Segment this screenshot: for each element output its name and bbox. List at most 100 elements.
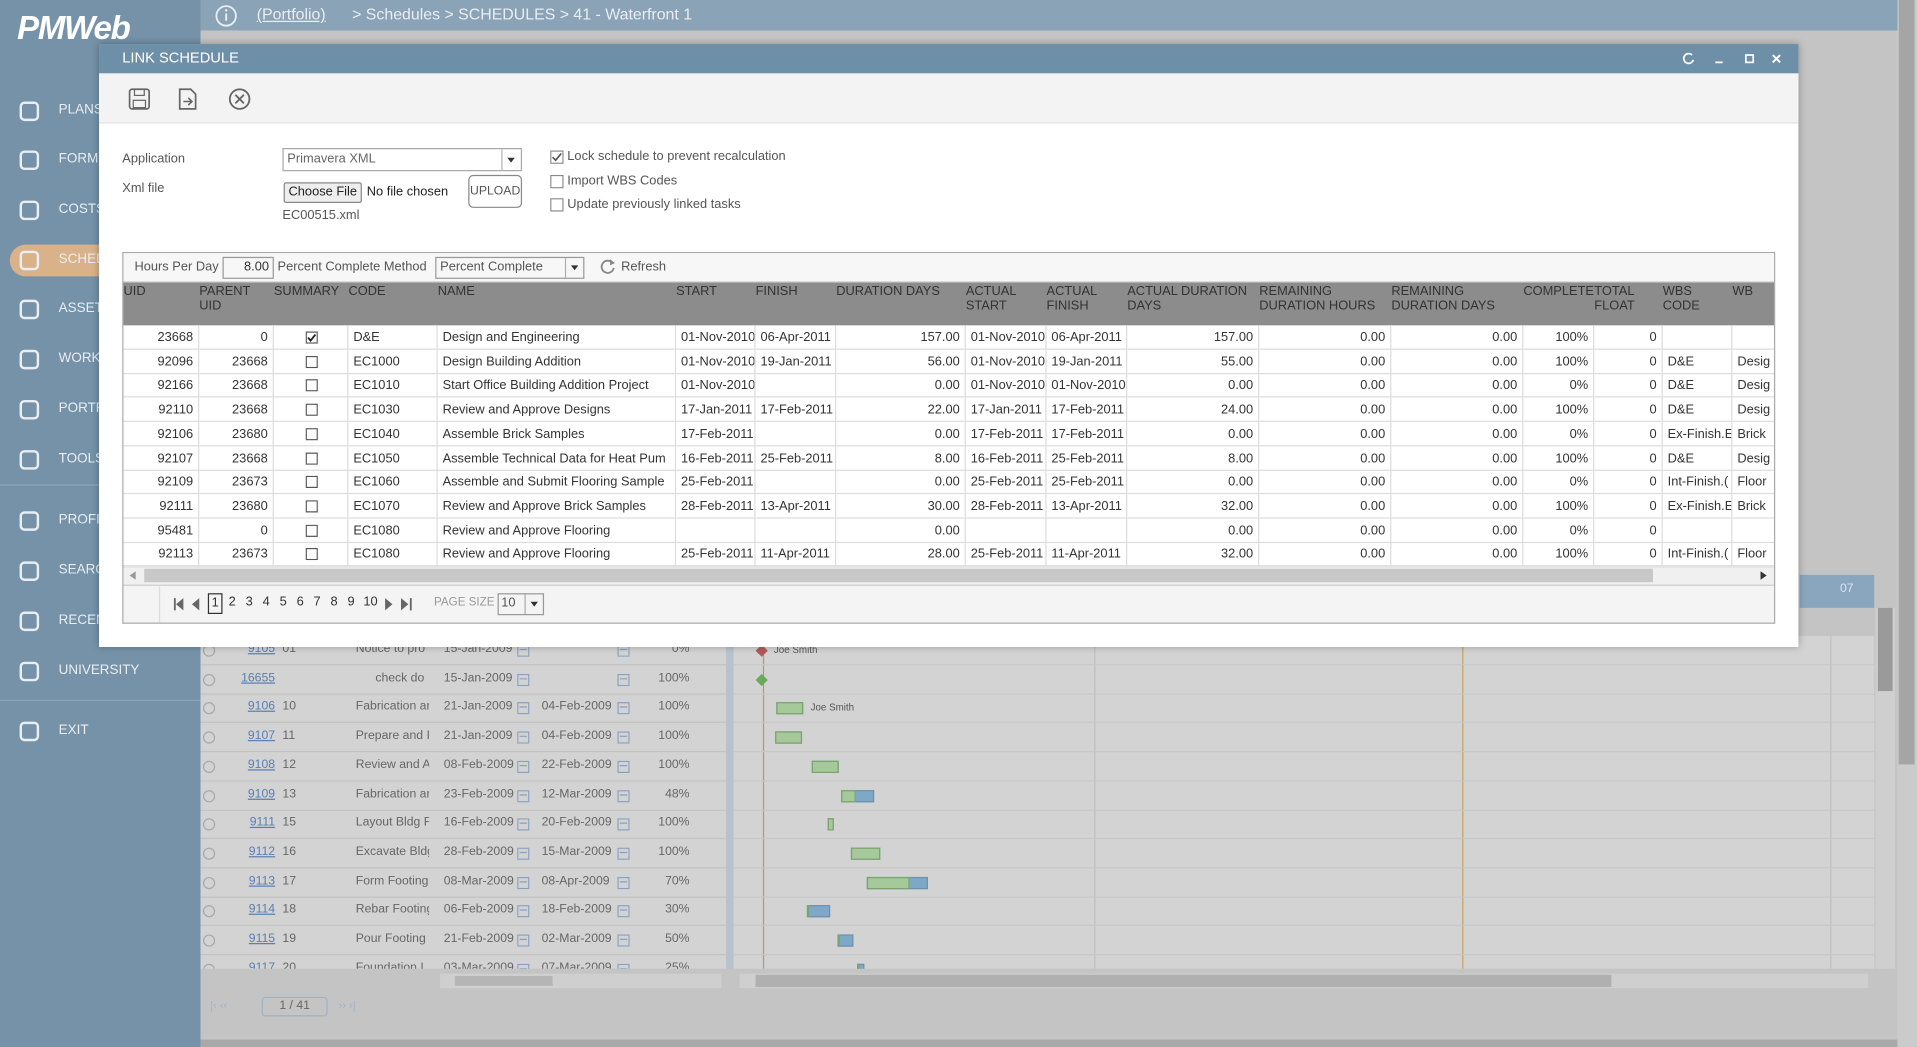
column-header: FINISH bbox=[756, 284, 837, 326]
page-number[interactable]: 6 bbox=[293, 593, 308, 614]
grid-cell: 01-Nov-2010 bbox=[1047, 374, 1128, 398]
page-number[interactable]: 7 bbox=[310, 593, 325, 614]
task-start: 21-Jan-2009 bbox=[444, 700, 520, 717]
scroll-right[interactable] bbox=[1758, 570, 1768, 581]
grid-cell: 100% bbox=[1523, 542, 1594, 566]
grid-cell: 0 bbox=[1594, 422, 1662, 446]
grid-cell: 17-Jan-2011 bbox=[676, 398, 755, 422]
refresh-icon[interactable] bbox=[599, 258, 616, 275]
save-button[interactable] bbox=[127, 87, 151, 111]
pager-next-last[interactable] bbox=[381, 596, 415, 613]
refresh-button[interactable]: Refresh bbox=[621, 259, 694, 276]
page-number[interactable]: 3 bbox=[242, 593, 257, 614]
grid-cell: 100% bbox=[1523, 349, 1594, 373]
export-button[interactable] bbox=[175, 87, 199, 111]
task-number: 10 bbox=[282, 700, 319, 717]
restore-button[interactable] bbox=[1681, 51, 1696, 66]
task-id[interactable]: 9106 bbox=[225, 700, 275, 717]
scroll-left[interactable] bbox=[128, 570, 138, 581]
checkbox[interactable] bbox=[550, 174, 563, 187]
column-header: DURATION DAYS bbox=[836, 284, 966, 326]
grid-cell: D&E bbox=[1663, 398, 1733, 422]
task-id[interactable]: 16655 bbox=[225, 671, 275, 688]
summary-cell bbox=[274, 518, 349, 542]
calendar-icon bbox=[617, 703, 629, 715]
task-id[interactable]: 9115 bbox=[225, 932, 275, 949]
menu-icon bbox=[17, 448, 41, 472]
grid-cell: 0.00 bbox=[1391, 494, 1523, 518]
row-line bbox=[201, 693, 727, 694]
column-header: PARENT UID bbox=[199, 284, 274, 326]
select-arrow[interactable] bbox=[524, 594, 544, 614]
select-arrow[interactable] bbox=[501, 149, 521, 170]
task-id[interactable]: 9107 bbox=[225, 729, 275, 746]
page-number[interactable]: 10 bbox=[361, 593, 381, 614]
breadcrumb-link[interactable]: (Portfolio) bbox=[257, 5, 355, 27]
grid-cell: 0.00 bbox=[836, 374, 966, 398]
grid-cell bbox=[756, 470, 837, 494]
cancel-button[interactable] bbox=[227, 87, 251, 111]
upload-button[interactable]: UPLOAD bbox=[468, 175, 522, 208]
grid-cell: 0.00 bbox=[1127, 518, 1259, 542]
grid-cell: 0.00 bbox=[1259, 446, 1391, 470]
menu-item[interactable]: EXIT bbox=[59, 723, 193, 740]
page-number[interactable]: 8 bbox=[327, 593, 342, 614]
maximize-button[interactable] bbox=[1742, 51, 1757, 66]
page-number[interactable]: 4 bbox=[259, 593, 274, 614]
minimize-button[interactable] bbox=[1712, 51, 1727, 66]
summary-checkbox bbox=[305, 356, 317, 368]
checkbox[interactable] bbox=[550, 150, 563, 163]
page-number[interactable]: 9 bbox=[344, 593, 359, 614]
grid-cell: Desig bbox=[1732, 374, 1775, 398]
grid-cell: 157.00 bbox=[1127, 325, 1259, 349]
task-finish: 04-Feb-2009 bbox=[542, 700, 618, 717]
application-select[interactable]: Primavera XML bbox=[282, 148, 522, 171]
grid-cell: Start Office Building Addition Project bbox=[438, 374, 676, 398]
menu-icon bbox=[17, 559, 41, 583]
dialog-title: LINK SCHEDULE bbox=[122, 49, 489, 69]
task-id[interactable]: 9111 bbox=[225, 816, 275, 833]
info-icon bbox=[214, 4, 238, 28]
grid-cell: 100% bbox=[1523, 494, 1594, 518]
column-header: TOTAL FLOAT bbox=[1594, 284, 1662, 326]
task-id[interactable]: 9113 bbox=[225, 874, 275, 891]
bottom-pager-box[interactable]: 1 / 41 bbox=[262, 997, 328, 1017]
grid-cell: 23668 bbox=[199, 398, 274, 422]
grid-cell: 0.00 bbox=[1259, 542, 1391, 566]
close-button[interactable] bbox=[1769, 51, 1784, 66]
field-label: Xml file bbox=[122, 181, 244, 198]
hours-input[interactable]: 8.00 bbox=[223, 257, 274, 279]
checkbox[interactable] bbox=[550, 198, 563, 211]
row-line bbox=[201, 867, 727, 868]
choose-file-button[interactable]: Choose File bbox=[284, 182, 362, 203]
page-number[interactable]: 5 bbox=[276, 593, 291, 614]
toolbar-label: Percent Complete Method bbox=[278, 259, 449, 276]
task-id[interactable]: 9108 bbox=[225, 758, 275, 775]
menu-item[interactable]: UNIVERSITY bbox=[59, 663, 193, 680]
task-id[interactable]: 9117 bbox=[225, 961, 275, 969]
pager-nav[interactable]: ›› ›| bbox=[336, 997, 385, 1014]
grid-cell: 0.00 bbox=[836, 422, 966, 446]
task-finish: 02-Mar-2009 bbox=[542, 932, 618, 949]
grid-cell: 8.00 bbox=[836, 446, 966, 470]
task-bar bbox=[807, 905, 830, 917]
method-select[interactable]: Percent Complete bbox=[435, 257, 584, 279]
grid-cell: 25-Feb-2011 bbox=[1047, 446, 1128, 470]
pager-first-prev[interactable] bbox=[172, 596, 206, 613]
column-header: WB bbox=[1732, 284, 1775, 326]
grid-cell: 0.00 bbox=[1127, 422, 1259, 446]
task-id[interactable]: 9109 bbox=[225, 787, 275, 804]
select-arrow[interactable] bbox=[565, 258, 585, 278]
task-id[interactable]: 9112 bbox=[225, 845, 275, 862]
task-finish: 15-Mar-2009 bbox=[542, 845, 618, 862]
grid-cell: 0% bbox=[1523, 518, 1594, 542]
grid-cell: Assemble Technical Data for Heat Pum bbox=[438, 446, 676, 470]
task-percent: 48% bbox=[641, 787, 690, 804]
pager-nav[interactable]: |‹ ‹‹ bbox=[208, 997, 257, 1014]
calendar-icon bbox=[517, 761, 529, 773]
task-percent: 100% bbox=[641, 845, 690, 862]
menu-icon bbox=[17, 297, 41, 321]
task-id[interactable]: 9114 bbox=[225, 903, 275, 920]
page-number[interactable]: 1 bbox=[208, 593, 223, 614]
page-number[interactable]: 2 bbox=[225, 593, 240, 614]
